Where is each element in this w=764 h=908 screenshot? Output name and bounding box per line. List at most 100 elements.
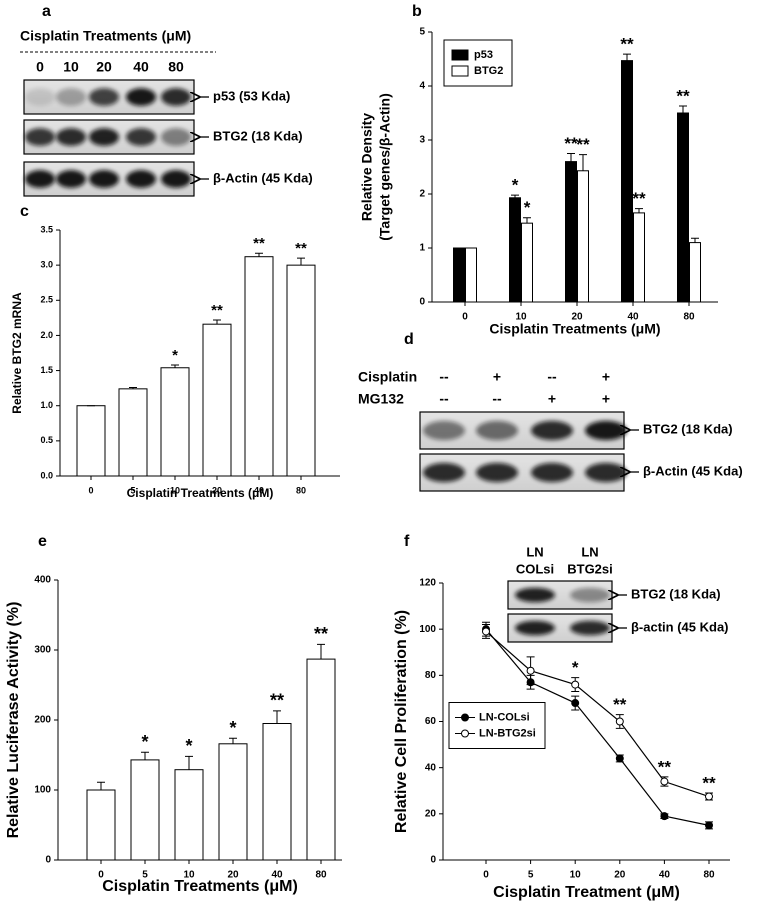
x-axis-title: Cisplatin Treatment (μM) <box>493 884 680 901</box>
x-tick-label: 80 <box>703 870 715 881</box>
significance: * <box>229 718 236 738</box>
error-bar <box>255 252 263 257</box>
x-tick-label: 80 <box>296 485 306 495</box>
y-tick-label: 0 <box>45 855 51 866</box>
legend-marker <box>461 713 469 722</box>
error-bar <box>523 217 531 224</box>
band-label: β-actin (45 Kda) <box>631 619 729 634</box>
blot-band <box>476 420 518 441</box>
marker <box>571 680 580 689</box>
y-tick-label: 300 <box>34 645 51 656</box>
legend-marker <box>461 729 469 738</box>
blot-band <box>161 170 191 188</box>
lane-label: 40 <box>133 59 149 75</box>
blot-band <box>531 462 573 483</box>
line <box>485 628 710 826</box>
significance: ** <box>632 189 646 208</box>
blot-band <box>476 462 518 483</box>
error-bar <box>141 751 149 760</box>
y-tick-label: 0 <box>419 297 425 308</box>
y-tick-label: 2 <box>419 189 425 200</box>
bar <box>689 242 701 303</box>
significance: ** <box>564 134 578 153</box>
legend-label: BTG2 <box>474 65 503 77</box>
row-label: MG132 <box>358 391 404 407</box>
band-label: β-Actin (45 Kda) <box>213 170 313 185</box>
bar <box>453 247 465 303</box>
blot-band <box>570 620 610 636</box>
marker <box>660 812 669 821</box>
blot-band <box>89 88 119 106</box>
x-tick-label: 0 <box>88 485 93 495</box>
y-tick-label: 3 <box>419 135 425 146</box>
y-axis-title: (Target genes/β-Actin) <box>377 93 393 241</box>
blot-title: Cisplatin Treatments (μM) <box>20 28 191 44</box>
marker <box>705 792 713 801</box>
band-label: BTG2 (18 Kda) <box>643 421 733 436</box>
blot-band <box>25 128 55 146</box>
sign: -- <box>547 369 557 385</box>
error-bar <box>679 105 687 113</box>
blot-band <box>423 420 465 441</box>
y-tick-label: 0.5 <box>40 435 53 445</box>
y-axis-title: Relative Density <box>359 113 375 221</box>
y-tick-label: 400 <box>34 575 51 586</box>
marker <box>615 754 624 763</box>
marker <box>660 777 669 786</box>
significance: * <box>185 736 192 756</box>
significance: ** <box>676 86 690 105</box>
x-tick-label: 5 <box>142 870 148 881</box>
significance: * <box>172 347 178 364</box>
bar <box>174 769 204 861</box>
error-bar <box>579 154 587 171</box>
blot-band <box>126 170 156 188</box>
error-bar <box>567 153 575 162</box>
x-tick-label: 10 <box>515 312 527 323</box>
panel-label: c <box>20 203 29 220</box>
lane-label: 10 <box>63 59 79 75</box>
blot-band <box>56 128 86 146</box>
x-tick-label: 40 <box>659 870 671 881</box>
significance: ** <box>613 695 627 714</box>
y-tick-label: 0 <box>430 855 436 866</box>
lane-label: BTG2si <box>567 561 613 576</box>
x-tick-label: 20 <box>614 870 626 881</box>
y-tick-label: 60 <box>425 716 437 727</box>
panel-label: d <box>404 331 414 348</box>
error-bar <box>511 194 519 198</box>
marker <box>571 699 580 708</box>
bar <box>465 247 477 303</box>
bar <box>565 161 577 303</box>
row-label: Cisplatin <box>358 369 417 385</box>
bar <box>118 388 148 477</box>
band-label: p53 (53 Kda) <box>213 88 290 103</box>
significance: * <box>512 176 519 195</box>
error-bar <box>213 319 221 325</box>
bar <box>509 197 521 303</box>
blot-band <box>161 88 191 106</box>
x-tick-label: 5 <box>528 870 534 881</box>
marker <box>705 821 713 830</box>
marker <box>615 717 624 726</box>
bar <box>306 658 336 861</box>
bar <box>218 743 248 861</box>
sign: -- <box>439 391 449 407</box>
band-label: β-Actin (45 Kda) <box>643 463 743 478</box>
bar <box>677 112 689 303</box>
significance: ** <box>658 757 672 776</box>
y-tick-label: 1.0 <box>40 400 53 410</box>
legend-label: LN-BTG2si <box>479 727 536 739</box>
significance: ** <box>702 774 716 793</box>
x-tick-label: 0 <box>462 312 468 323</box>
blot-band <box>126 128 156 146</box>
error-bar <box>273 710 281 724</box>
sign: + <box>602 391 610 407</box>
x-axis-title: Cisplatin Treatments (μM) <box>127 486 274 500</box>
band-label: BTG2 (18 Kda) <box>213 128 303 143</box>
sign: + <box>602 369 610 385</box>
error-bar <box>171 364 179 368</box>
y-tick-label: 4 <box>419 81 425 92</box>
error-bar <box>297 257 305 266</box>
bar <box>521 222 533 303</box>
